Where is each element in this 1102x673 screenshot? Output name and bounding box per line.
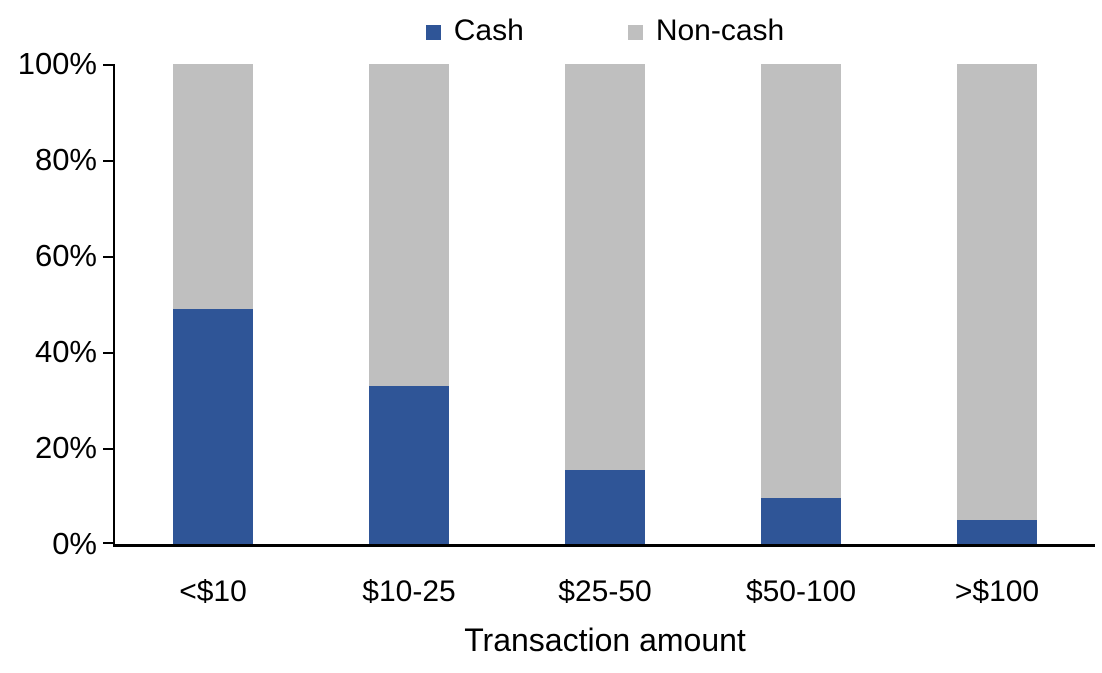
- legend-label-noncash: Non-cash: [655, 14, 785, 47]
- bar-segment-cash: [565, 469, 645, 544]
- bar-segment-cash: [957, 520, 1037, 544]
- legend-item-noncash: Non-cash: [627, 14, 785, 47]
- x-axis-category-label: $25-50: [558, 575, 652, 608]
- noncash-swatch-icon: [627, 24, 643, 40]
- y-axis-tick-label: 20%: [34, 430, 97, 465]
- bar-<$10: [173, 64, 253, 544]
- bar-segment-noncash: [761, 64, 841, 499]
- y-axis-tick: [103, 160, 113, 162]
- legend-label-cash: Cash: [453, 14, 524, 47]
- y-axis-tick-label: 60%: [34, 238, 97, 273]
- x-axis-category-label: $50-100: [745, 575, 857, 608]
- bar->$100: [957, 64, 1037, 544]
- y-axis-tick-label: 100%: [17, 46, 97, 81]
- y-axis-tick: [103, 352, 113, 354]
- bar-segment-cash: [369, 385, 449, 544]
- y-axis-tick: [103, 256, 113, 258]
- y-axis-tick: [103, 64, 113, 66]
- y-axis-tick-label: 80%: [34, 142, 97, 177]
- bar-segment-noncash: [565, 64, 645, 470]
- x-axis-labels: <$10 $10-25 $25-50 $50-100 >$100: [115, 574, 1095, 610]
- bar-$50-100: [761, 64, 841, 544]
- y-axis-tick-label: 40%: [34, 334, 97, 369]
- bar-segment-noncash: [957, 64, 1037, 520]
- legend-item-cash: Cash: [425, 14, 524, 47]
- y-axis-tick: [103, 542, 113, 544]
- bar-segment-noncash: [173, 64, 253, 309]
- cash-swatch-icon: [425, 24, 441, 40]
- x-axis-category-label: $10-25: [362, 575, 456, 608]
- bar-segment-cash: [173, 308, 253, 544]
- x-axis-title: Transaction amount: [464, 622, 746, 658]
- y-axis-labels: 0% 20% 40% 60% 80% 100%: [0, 48, 97, 560]
- bar-segment-cash: [761, 498, 841, 544]
- bar-$25-50: [565, 64, 645, 544]
- plot-area: [103, 64, 1095, 547]
- y-axis-tick: [103, 448, 113, 450]
- bar-segment-noncash: [369, 64, 449, 386]
- bar-$10-25: [369, 64, 449, 544]
- x-axis-category-label: <$10: [179, 575, 247, 608]
- legend: Cash Non-cash: [115, 8, 1095, 54]
- x-axis-category-label: >$100: [954, 575, 1040, 608]
- y-axis-tick-label: 0%: [52, 526, 97, 561]
